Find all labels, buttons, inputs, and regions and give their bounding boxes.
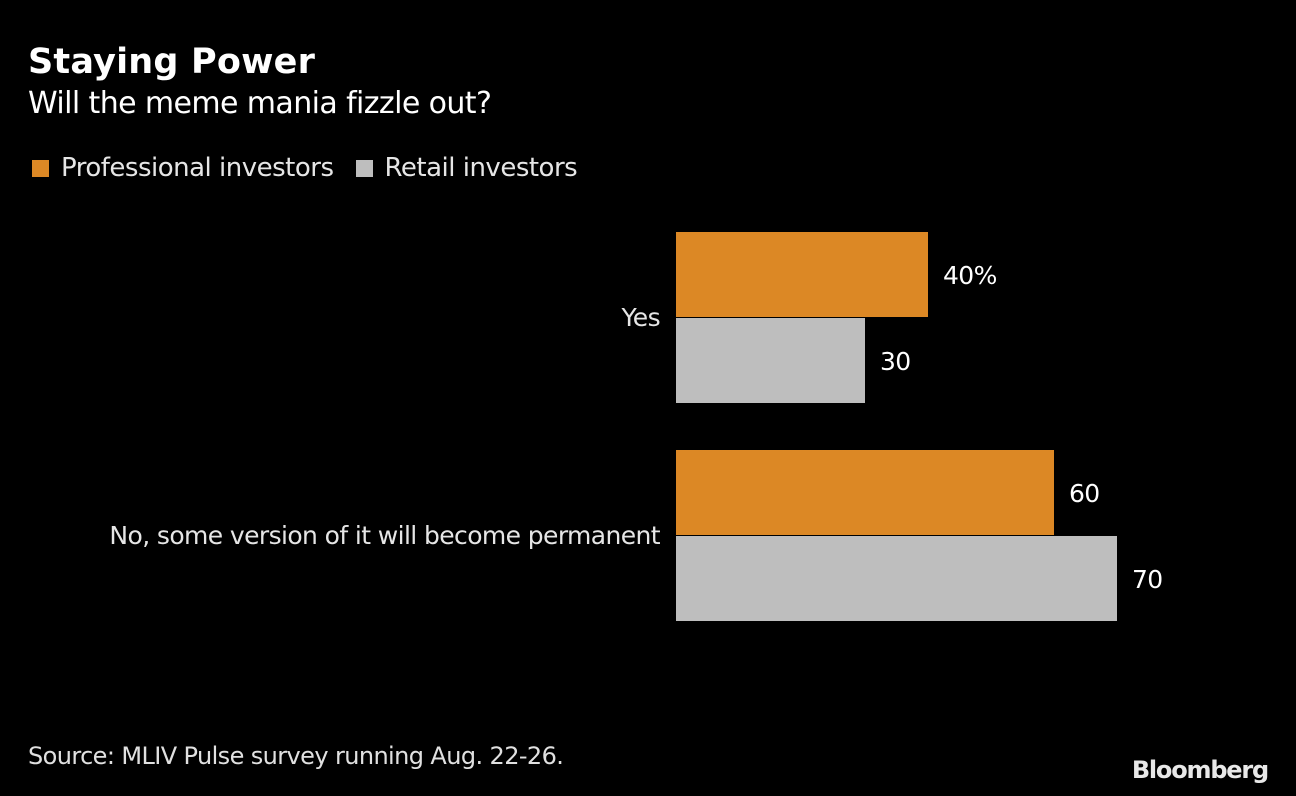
legend-item-retail: Retail investors xyxy=(355,153,578,183)
source-note: Source: MLIV Pulse survey running Aug. 2… xyxy=(28,742,564,770)
bar-retail xyxy=(676,536,1117,621)
category-group: No, some version of it will become perma… xyxy=(109,450,1163,621)
legend-item-professional: Professional investors xyxy=(32,153,334,183)
data-label: 40% xyxy=(943,261,997,290)
legend: Professional investors Retail investors xyxy=(32,152,599,184)
category-label: No, some version of it will become perma… xyxy=(109,521,660,550)
bar-professional xyxy=(676,232,928,317)
data-label: 70 xyxy=(1132,565,1163,594)
chart-title: Staying Power xyxy=(28,42,316,82)
bloomberg-logo: Bloomberg xyxy=(1131,756,1269,784)
category-group: Yes 40% 30 xyxy=(620,232,997,403)
bar-retail xyxy=(676,318,865,403)
chart-subtitle: Will the meme mania fizzle out? xyxy=(28,86,492,121)
data-label: 30 xyxy=(880,347,911,376)
bar-professional xyxy=(676,450,1054,535)
data-label: 60 xyxy=(1069,479,1100,508)
legend-label-professional: Professional investors xyxy=(61,153,334,183)
legend-label-retail: Retail investors xyxy=(384,153,578,183)
category-label: Yes xyxy=(620,303,660,332)
legend-swatch-retail xyxy=(355,159,373,177)
legend-swatch-professional xyxy=(32,159,49,177)
